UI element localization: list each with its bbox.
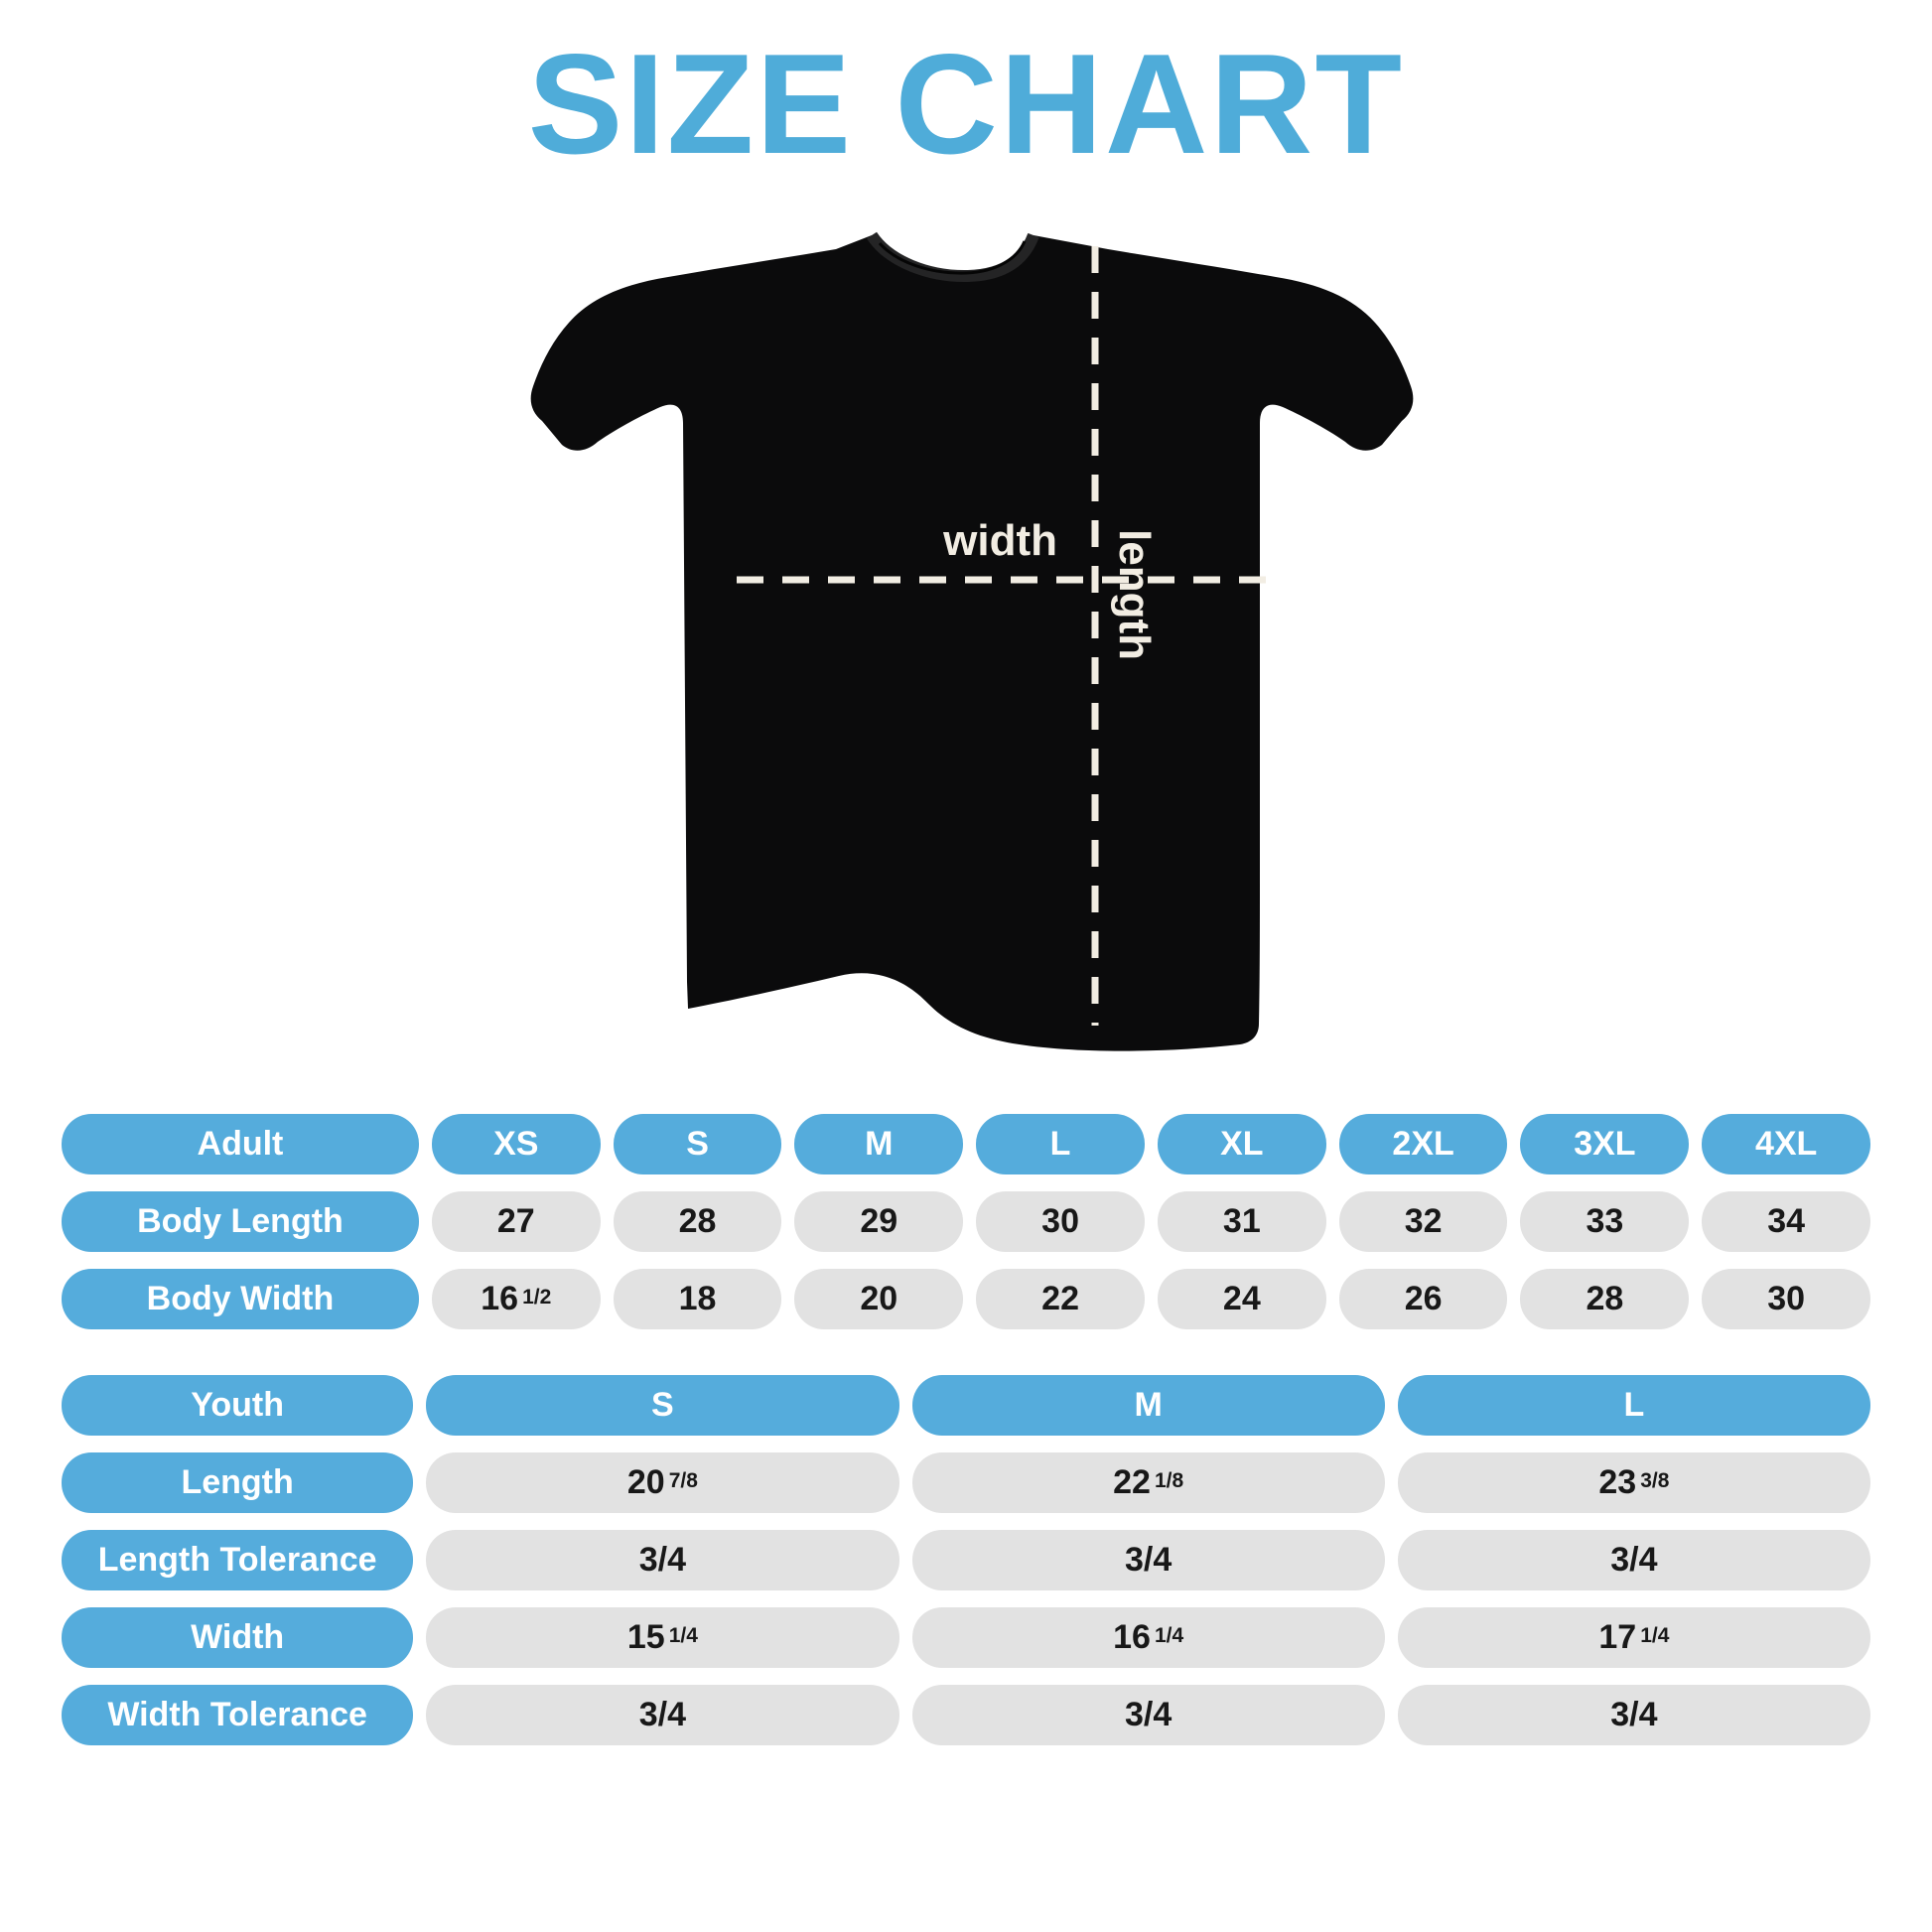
- svg-text:length: length: [1110, 529, 1159, 660]
- svg-text:width: width: [942, 516, 1057, 565]
